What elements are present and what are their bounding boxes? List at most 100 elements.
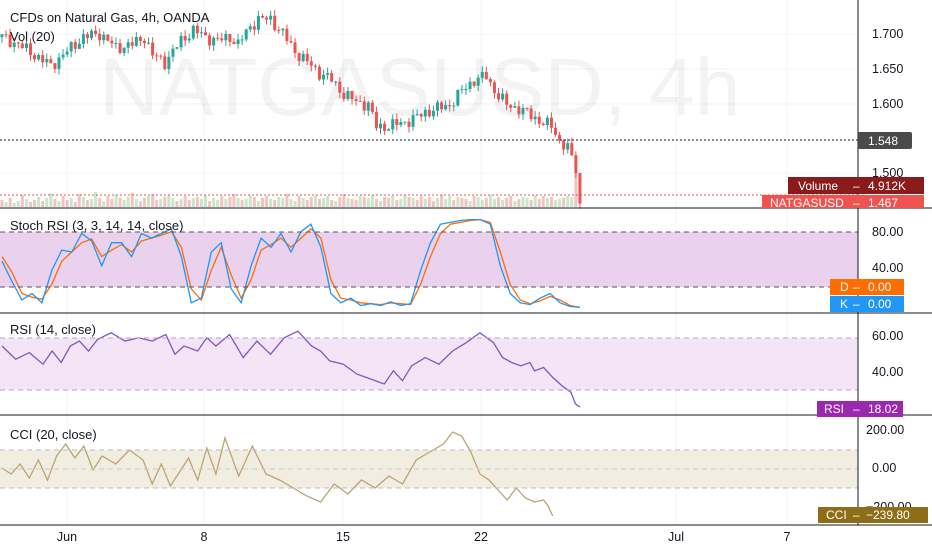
cci-tag-value: −239.80 bbox=[866, 508, 910, 522]
volume-bar bbox=[260, 198, 264, 207]
candle-body bbox=[204, 32, 207, 36]
candle-body bbox=[110, 40, 114, 44]
volume-bar bbox=[374, 199, 378, 207]
stoch-d-value: 0.00 bbox=[868, 280, 892, 294]
volume-bar bbox=[297, 196, 301, 207]
candle-body bbox=[147, 42, 151, 44]
volume-bar bbox=[20, 195, 24, 207]
volume-bar bbox=[313, 195, 317, 207]
candle-body bbox=[220, 38, 224, 41]
volume-bar bbox=[232, 194, 236, 207]
candle-body bbox=[208, 35, 212, 46]
volume-bar bbox=[37, 197, 41, 207]
stoch-d-label: D bbox=[840, 280, 849, 294]
volume-bar bbox=[435, 198, 439, 207]
volume-bar bbox=[517, 199, 521, 207]
volume-bar bbox=[33, 200, 37, 207]
stoch-d-separator: – bbox=[853, 280, 860, 294]
last-price-tag: 1.548 bbox=[858, 132, 912, 149]
candle-body bbox=[106, 34, 110, 41]
volume-bar bbox=[147, 196, 151, 207]
candle-body bbox=[16, 42, 20, 44]
candle-body bbox=[399, 122, 403, 126]
volume-bar bbox=[73, 202, 77, 207]
candle-body bbox=[484, 71, 488, 80]
candle-body bbox=[554, 127, 558, 135]
stoch-k-value: 0.00 bbox=[868, 297, 892, 311]
candle-body bbox=[383, 123, 387, 131]
candle-body bbox=[374, 111, 378, 129]
candle-body bbox=[277, 30, 281, 32]
volume-bar bbox=[122, 200, 126, 207]
volume-bar bbox=[444, 199, 448, 207]
candle-body bbox=[517, 106, 521, 115]
volume-bar bbox=[265, 196, 269, 207]
chart-title[interactable]: CFDs on Natural Gas, 4h, OANDA bbox=[10, 10, 210, 25]
volume-bar bbox=[151, 194, 155, 207]
candle-body bbox=[252, 26, 256, 30]
candle-body bbox=[8, 34, 12, 47]
volume-indicator-title[interactable]: Vol (20) bbox=[10, 29, 55, 44]
rsi-title[interactable]: RSI (14, close) bbox=[10, 322, 96, 337]
candle-body bbox=[444, 105, 448, 110]
candle-body bbox=[212, 37, 216, 46]
candle-body bbox=[366, 102, 370, 111]
candle-body bbox=[472, 81, 476, 86]
volume-bar bbox=[0, 200, 4, 207]
volume-bar bbox=[492, 199, 496, 207]
stoch-k-separator: – bbox=[853, 297, 860, 311]
stoch-axis: 80.00 40.00 bbox=[872, 225, 903, 275]
candle-body bbox=[537, 116, 541, 124]
volume-bar bbox=[57, 201, 61, 207]
volume-bar bbox=[77, 194, 81, 207]
candle-body bbox=[77, 43, 81, 49]
volume-bar bbox=[301, 198, 305, 207]
symbol-watermark: NATGASUSD, 4h bbox=[100, 42, 741, 133]
volume-bar bbox=[163, 197, 167, 207]
candle-body bbox=[330, 73, 334, 82]
candle-body bbox=[191, 25, 195, 39]
volume-bar bbox=[391, 196, 395, 207]
candle-body bbox=[545, 117, 549, 126]
rsi-tick: 40.00 bbox=[872, 365, 903, 379]
candle-body bbox=[456, 89, 460, 106]
volume-bar bbox=[244, 199, 248, 207]
candle-body bbox=[199, 32, 203, 34]
volume-bar bbox=[395, 200, 399, 207]
cci-title[interactable]: CCI (20, close) bbox=[10, 427, 97, 442]
volume-tag-separator: – bbox=[853, 179, 860, 193]
symbol-tag-separator: – bbox=[853, 196, 860, 210]
cci-series-line bbox=[1, 431, 554, 517]
cci-value-tag: CCI – −239.80 bbox=[818, 507, 928, 523]
volume-bar bbox=[45, 198, 49, 207]
candle-body bbox=[20, 43, 24, 49]
candle-body bbox=[0, 34, 4, 38]
volume-bar bbox=[155, 200, 159, 207]
volume-bar bbox=[81, 197, 85, 207]
volume-bar bbox=[41, 201, 45, 207]
candle-body bbox=[419, 114, 423, 117]
volume-bar bbox=[427, 197, 431, 207]
candle-body bbox=[574, 155, 578, 174]
candle-body bbox=[411, 115, 415, 127]
volume-bar bbox=[326, 196, 330, 207]
volume-bar bbox=[411, 198, 415, 207]
candle-body bbox=[102, 34, 106, 41]
candle-body bbox=[285, 28, 289, 42]
volume-bar bbox=[456, 197, 460, 207]
time-axis[interactable]: Jun 8 15 22 Jul 7 bbox=[57, 530, 791, 544]
time-tick-15: 15 bbox=[336, 530, 350, 544]
candle-body bbox=[281, 28, 285, 31]
stoch-rsi-title[interactable]: Stoch RSI (3, 3, 14, 14, close) bbox=[10, 218, 183, 233]
volume-bar bbox=[399, 199, 403, 207]
volume-bar bbox=[167, 195, 171, 207]
price-axis[interactable]: 1.700 1.650 1.600 1.500 bbox=[872, 27, 903, 180]
volume-bar bbox=[281, 198, 285, 207]
candle-body bbox=[260, 15, 264, 18]
candle-body bbox=[37, 54, 41, 60]
volume-bar bbox=[415, 200, 419, 207]
volume-bar bbox=[554, 200, 558, 207]
volume-bar bbox=[102, 201, 106, 207]
volume-bar bbox=[513, 201, 517, 207]
